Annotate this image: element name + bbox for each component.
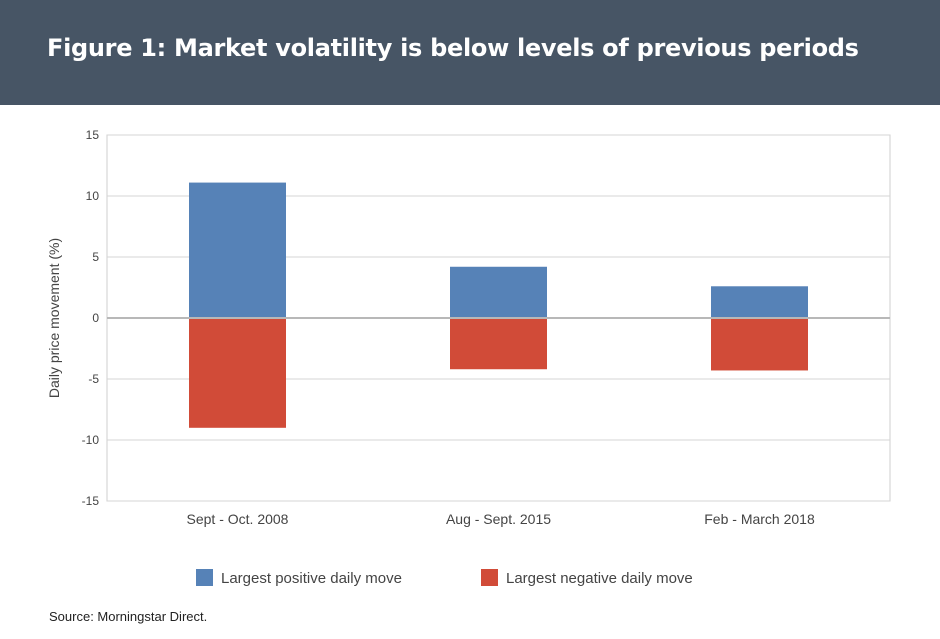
y-tick-label: 10 [86,189,100,203]
y-tick-label: -10 [82,433,100,447]
y-axis-label: Daily price movement (%) [46,238,62,398]
bar-positive [189,182,286,318]
bar-positive [711,286,808,318]
bar-negative [450,318,547,370]
bar-negative [711,318,808,371]
y-tick-label: -15 [82,494,100,508]
legend-swatch [196,569,213,586]
chart-title: Figure 1: Market volatility is below lev… [47,34,859,62]
bar-negative [189,318,286,428]
y-tick-label: -5 [88,372,99,386]
y-tick-label: 5 [92,250,99,264]
legend-swatch [481,569,498,586]
y-tick-label: 0 [92,311,99,325]
x-tick-label: Feb - March 2018 [704,511,815,527]
title-banner: Figure 1: Market volatility is below lev… [0,0,940,105]
source-note: Source: Morningstar Direct. [49,609,208,624]
x-tick-label: Sept - Oct. 2008 [187,511,289,527]
legend-label: Largest positive daily move [221,570,402,587]
x-tick-label: Aug - Sept. 2015 [446,511,551,527]
legend-label: Largest negative daily move [506,570,693,587]
bar-positive [450,266,547,318]
y-tick-label: 15 [86,128,100,142]
